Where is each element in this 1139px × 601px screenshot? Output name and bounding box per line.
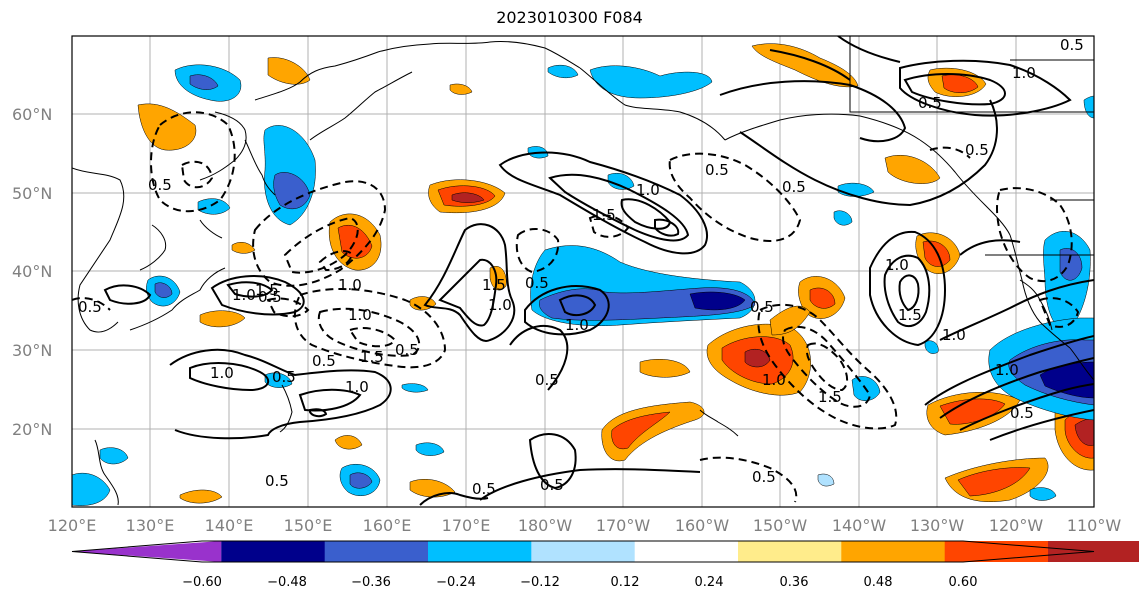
colorbar-segment — [634, 541, 739, 562]
lon-label: 160°E — [363, 516, 412, 535]
colorbar-tick: −0.24 — [436, 575, 476, 590]
contour-label: 0.5 — [782, 178, 806, 196]
lon-label: 110°W — [1067, 516, 1122, 535]
colorbar — [71, 540, 1139, 563]
colorbar-segment — [324, 541, 429, 562]
lat-label-50n: 50°N — [12, 184, 52, 203]
lon-label: 130°E — [126, 516, 175, 535]
longitude-labels: 120°E 130°E 140°E 150°E 160°E 170°E 180°… — [48, 516, 1122, 535]
colorbar-tick: −0.36 — [351, 575, 391, 590]
contour-label: 1.0 — [338, 276, 362, 294]
lon-label: 150°E — [284, 516, 333, 535]
contour-label: 1.0 — [232, 286, 256, 304]
contour-label: 0.5 — [525, 274, 549, 292]
contour-label: 1.0 — [345, 378, 369, 396]
lon-label: 150°W — [753, 516, 808, 535]
colorbar-tick: 0.12 — [611, 575, 640, 590]
contour-label: 1.5 — [818, 388, 842, 406]
lon-label: 180°W — [518, 516, 573, 535]
contour-label: 0.5 — [540, 476, 564, 494]
lon-label: 130°W — [910, 516, 965, 535]
contour-label: 1.0 — [636, 181, 660, 199]
colorbar-extend-min — [72, 541, 222, 562]
contour-label: 0.5 — [395, 341, 419, 359]
contour-label: 1.0 — [942, 326, 966, 344]
contour-label: 1.0 — [1012, 64, 1036, 82]
colorbar-segment — [841, 541, 946, 562]
colorbar-segment — [221, 541, 326, 562]
contour-label: 0.5 — [750, 298, 774, 316]
lat-label-60n: 60°N — [12, 105, 52, 124]
contour-label: 1.5 — [482, 276, 506, 294]
contour-label: 0.5 — [1010, 404, 1034, 422]
lon-label: 170°W — [596, 516, 651, 535]
contour-label: 1.0 — [210, 364, 234, 382]
colorbar-outline — [71, 540, 1095, 563]
contour-label: 0.5 — [148, 176, 172, 194]
colorbar-segment — [531, 541, 636, 562]
contour-label: 1.5 — [255, 281, 279, 299]
colorbar-tick: −0.60 — [182, 575, 222, 590]
lon-label: 170°E — [442, 516, 491, 535]
contour-label: 1.0 — [762, 371, 786, 389]
colorbar-tick: −0.48 — [267, 575, 307, 590]
colorbar-tick: 0.60 — [949, 575, 978, 590]
contour-label: 0.5 — [535, 371, 559, 389]
colorbar-segment — [738, 541, 842, 562]
contour-label: 1.0 — [995, 361, 1019, 379]
lon-label: 140°W — [832, 516, 887, 535]
lat-label-30n: 30°N — [12, 341, 52, 360]
contour-label: 1.5 — [592, 206, 616, 224]
contour-labels: 0.5 0.5 0.5 1.0 1.0 0.5 0.5 1.0 1.5 0.5 … — [78, 36, 1084, 498]
coastlines — [72, 36, 1094, 506]
contour-label: 0.5 — [752, 468, 776, 486]
contour-label: 1.5 — [898, 306, 922, 324]
contour-label: 0.5 — [472, 480, 496, 498]
contour-label: 1.0 — [488, 296, 512, 314]
map-title: 2023010300 F084 — [496, 8, 643, 27]
contour-label: 1.0 — [348, 306, 372, 324]
contour-label: 0.5 — [1060, 36, 1084, 54]
latitude-labels: 60°N 50°N 40°N 30°N 20°N — [12, 105, 52, 439]
contour-label: 0.5 — [272, 368, 296, 386]
contour-label: 1.5 — [360, 348, 384, 366]
map-frame — [71, 35, 1095, 508]
map-plot-area: 0.5 0.5 0.5 1.0 1.0 0.5 0.5 1.0 1.5 0.5 … — [72, 36, 1094, 507]
colorbar-tick: 0.48 — [864, 575, 893, 590]
lon-label: 120°E — [48, 516, 97, 535]
contour-label: 0.5 — [312, 352, 336, 370]
shaded-anomalies — [72, 43, 1094, 506]
contour-label: 0.5 — [258, 288, 282, 306]
contour-label: 0.5 — [705, 161, 729, 179]
contour-label: 0.5 — [265, 472, 289, 490]
contour-label: 1.0 — [565, 316, 589, 334]
lon-label: 160°W — [675, 516, 730, 535]
contour-label: 0.5 — [918, 94, 942, 112]
contour-label: 0.5 — [78, 298, 102, 316]
contours-negative — [72, 111, 1080, 503]
colorbar-tick: −0.12 — [520, 575, 560, 590]
contour-label: 0.5 — [965, 141, 989, 159]
contour-label: 1.0 — [885, 256, 909, 274]
lon-label: 120°W — [989, 516, 1044, 535]
colorbar-tick: 0.36 — [780, 575, 809, 590]
colorbar-ticks: −0.60 −0.48 −0.36 −0.24 −0.12 0.12 0.24 … — [182, 575, 977, 590]
lon-label: 140°E — [205, 516, 254, 535]
colorbar-segment — [428, 541, 532, 562]
lat-label-20n: 20°N — [12, 420, 52, 439]
lat-label-40n: 40°N — [12, 262, 52, 281]
colorbar-tick: 0.24 — [695, 575, 724, 590]
